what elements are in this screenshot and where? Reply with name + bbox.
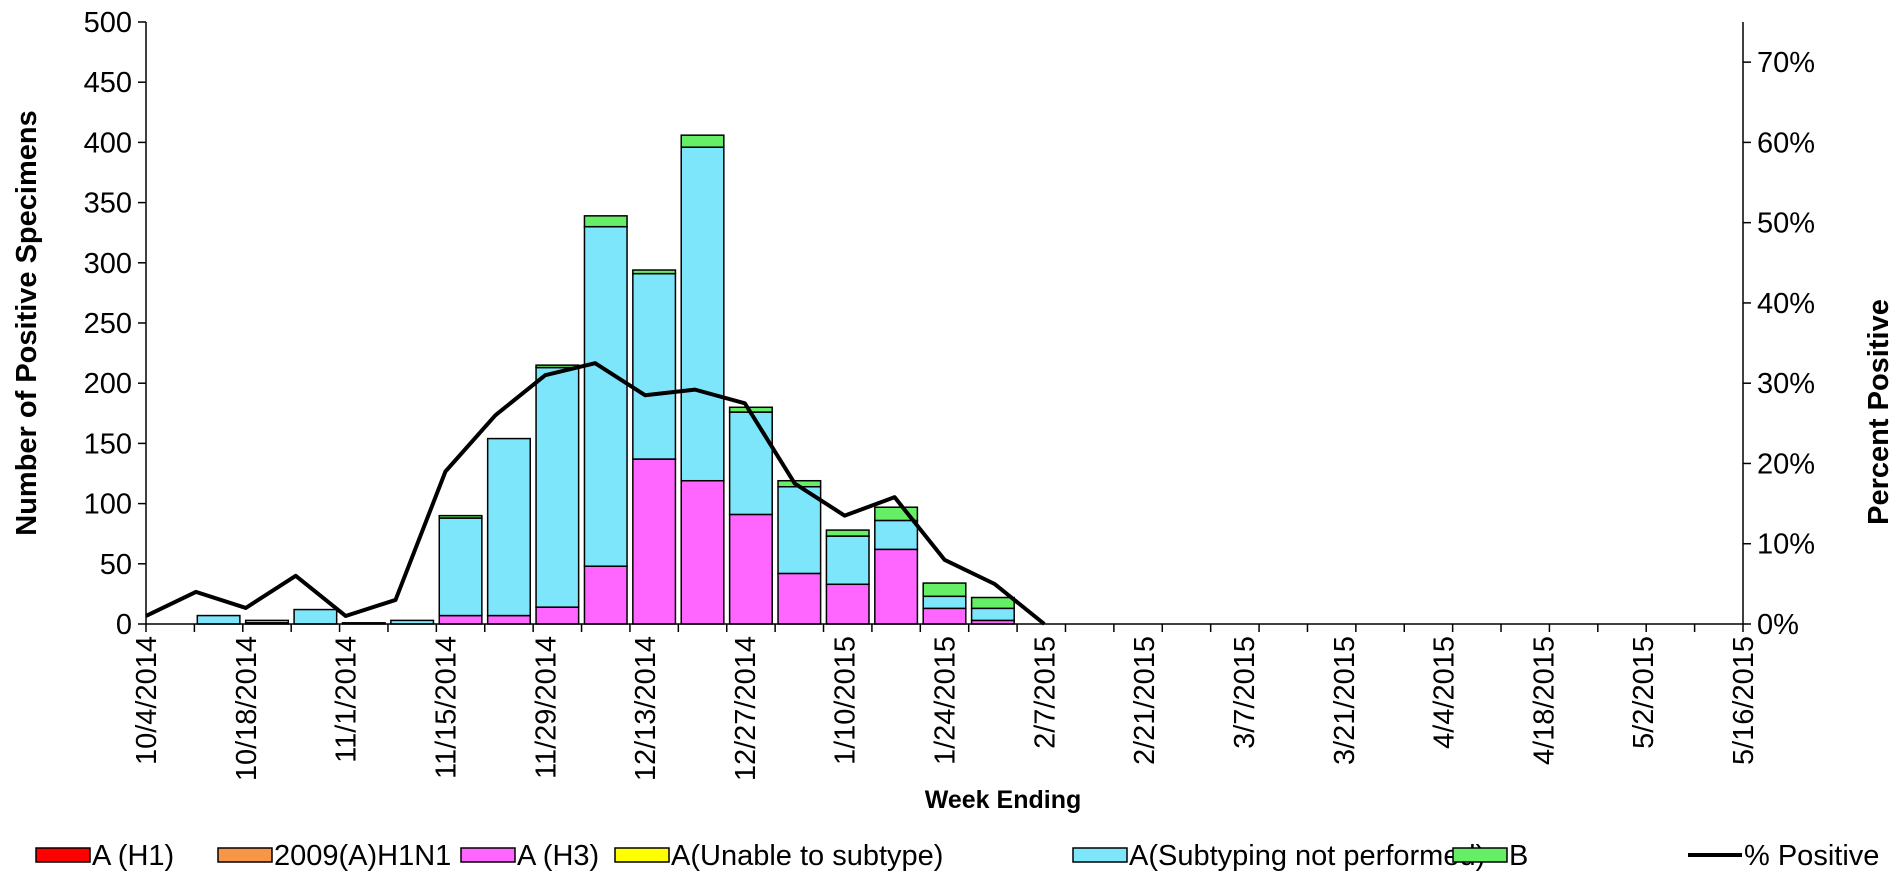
bar [777, 485, 822, 575]
y2-tick-label: 20% [1757, 448, 1815, 480]
y-tick-label: 250 [84, 308, 132, 340]
bar [583, 565, 628, 625]
bar [196, 614, 241, 625]
bar [535, 606, 580, 625]
y2-tick-label: 60% [1757, 127, 1815, 159]
x-tick-label: 1/10/2015 [830, 636, 862, 765]
bar [583, 225, 628, 567]
x-tick-label: 11/1/2014 [331, 636, 363, 763]
y2-tick-label: 70% [1757, 47, 1815, 79]
bar [293, 608, 338, 625]
line [145, 361, 1046, 626]
y2-tick-label: 10% [1757, 529, 1815, 561]
x-tick-label: 10/18/2014 [231, 636, 263, 781]
y-axis-label: Number of Positive Specimens [11, 110, 43, 535]
bar [583, 215, 628, 228]
x-tick-label: 11/29/2014 [530, 636, 562, 779]
x-tick-label: 5/2/2015 [1628, 636, 1660, 749]
bar [970, 607, 1015, 622]
bar [874, 519, 919, 551]
bar [486, 614, 531, 625]
legend-swatch [217, 847, 273, 863]
y-tick-label: 400 [84, 127, 132, 159]
y2-tick-label: 30% [1757, 368, 1815, 400]
bar [922, 595, 967, 610]
legend-swatch [460, 847, 516, 863]
x-axis-label: Week Ending [925, 786, 1082, 814]
legend-label: A(Unable to subtype) [671, 840, 943, 872]
x-tick-label: 11/15/2014 [430, 636, 462, 779]
x-tick-label: 2/7/2015 [1029, 636, 1061, 749]
y2-tick-label: 50% [1757, 208, 1815, 240]
bar [244, 619, 290, 624]
legend-label: % Positive [1744, 840, 1879, 872]
x-tick-label: 10/4/2014 [131, 636, 163, 765]
y-tick-label: 300 [84, 248, 132, 280]
x-tick-label: 3/7/2015 [1229, 636, 1261, 749]
bar [680, 146, 725, 482]
legend-swatch [1452, 847, 1508, 863]
y-tick-label: 500 [84, 7, 132, 39]
legend-label: A (H1) [92, 840, 174, 872]
x-tick-label: 4/18/2015 [1528, 636, 1560, 765]
y-tick-label: 0 [116, 609, 132, 641]
y-tick-label: 450 [84, 67, 132, 99]
legend-label: A (H3) [517, 840, 599, 872]
bar [874, 548, 919, 625]
legend-label: B [1509, 840, 1528, 872]
y2-tick-label: 40% [1757, 288, 1815, 320]
x-tick-label: 12/13/2014 [630, 636, 662, 781]
bar [728, 411, 773, 516]
legend-label: 2009(A)H1N1 [274, 840, 451, 872]
bar [680, 479, 725, 625]
x-tick-label: 3/21/2015 [1329, 636, 1361, 765]
bar [438, 614, 483, 625]
y-tick-label: 150 [84, 428, 132, 460]
x-tick-label: 12/27/2014 [730, 636, 762, 781]
bar [970, 596, 1015, 610]
y2-tick-label: 0% [1757, 609, 1799, 641]
y-tick-label: 350 [84, 188, 132, 220]
bar [438, 514, 483, 519]
x-tick-label: 4/4/2015 [1429, 636, 1461, 749]
y2-axis-label: Percent Positive [1863, 299, 1895, 525]
legend-swatch [1072, 847, 1128, 863]
bar [922, 582, 967, 598]
x-tick-label: 2/21/2015 [1129, 636, 1161, 765]
bar [825, 535, 870, 586]
y-tick-label: 100 [84, 489, 132, 521]
y-tick-label: 200 [84, 368, 132, 400]
bar [922, 607, 967, 625]
bar [535, 366, 580, 608]
legend-swatch [35, 847, 91, 863]
bar [632, 458, 677, 625]
bar [825, 583, 870, 625]
legend-swatch [614, 847, 670, 863]
bar [632, 272, 677, 460]
bar [728, 513, 773, 625]
bar [680, 134, 725, 148]
bar [777, 572, 822, 625]
x-tick-label: 5/16/2015 [1728, 636, 1760, 765]
bar [486, 437, 531, 617]
y-tick-label: 50 [100, 549, 132, 581]
x-tick-label: 1/24/2015 [930, 636, 962, 765]
bar [825, 529, 870, 537]
bar [438, 517, 483, 617]
legend-label: A(Subtyping not performed) [1129, 840, 1485, 872]
bar [632, 269, 677, 275]
